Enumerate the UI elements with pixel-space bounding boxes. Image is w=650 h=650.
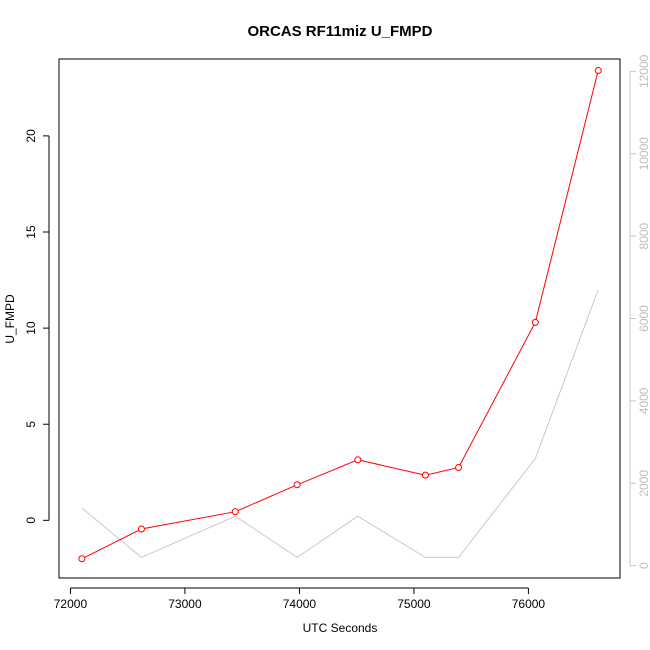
chart-title: ORCAS RF11miz U_FMPD (247, 23, 432, 40)
red-series-point (137, 525, 145, 533)
y-tick-label: 0 (24, 517, 38, 524)
y2-tick-label: 8000 (637, 222, 650, 249)
x-tick-label: 75000 (397, 597, 431, 611)
grey-series-line (81, 289, 599, 559)
x-tick-label: 73000 (168, 597, 202, 611)
plot-frame (58, 58, 621, 579)
y-tick-label: 10 (24, 321, 38, 335)
y2-tick-label: 10000 (637, 137, 650, 171)
x-tick-label: 72000 (54, 597, 88, 611)
x-tick-label: 74000 (283, 597, 317, 611)
red-series-point (531, 318, 539, 326)
y2-tick-label: 6000 (637, 305, 650, 332)
red-series-point (78, 555, 86, 563)
red-series-point (293, 481, 301, 489)
y2-tick-label: 0 (637, 562, 650, 569)
y-tick-label: 20 (24, 129, 38, 143)
y-axis-label: U_FMPD (3, 294, 17, 344)
red-series-point (421, 471, 429, 479)
y2-tick-label: 4000 (637, 387, 650, 414)
red-series-line (81, 70, 599, 560)
red-series-point (354, 456, 362, 464)
y2-tick-label: 2000 (637, 470, 650, 497)
y-tick-label: 5 (24, 421, 38, 428)
x-axis-label: UTC Seconds (303, 621, 378, 635)
red-series-point (231, 508, 239, 516)
y-tick-label: 15 (24, 225, 38, 239)
y2-tick-label: 12000 (637, 54, 650, 88)
x-tick-label: 76000 (512, 597, 546, 611)
red-series-point (594, 67, 602, 75)
red-series-point (455, 463, 463, 471)
